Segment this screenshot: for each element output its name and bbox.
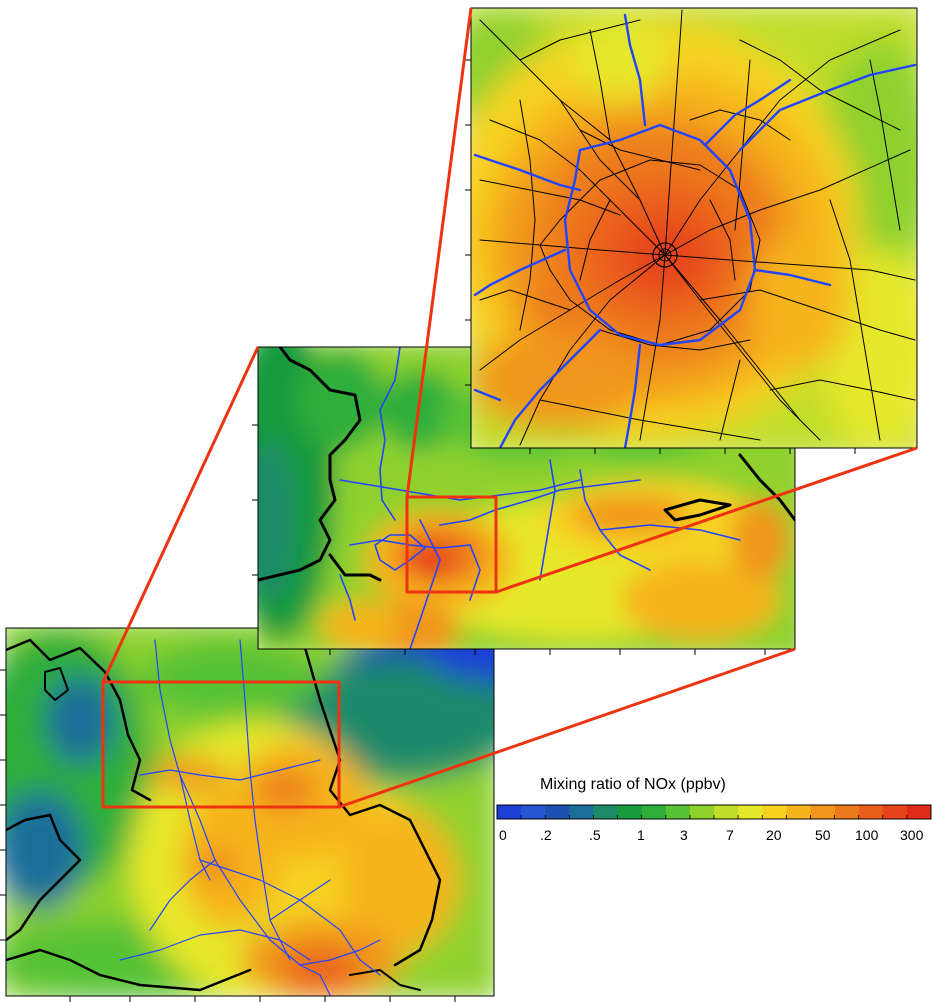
- large-map-ticks: [0, 669, 456, 1002]
- regional-map-ticks: [252, 424, 766, 655]
- urban-roads: [479, 9, 916, 446]
- legend-label: 0: [499, 827, 507, 843]
- legend-swatch: [617, 805, 643, 819]
- legend-swatch: [497, 805, 522, 819]
- legend-label: 1: [637, 827, 645, 843]
- legend-swatch: [834, 805, 860, 819]
- regional-to-urban-zoom-box: [405, 495, 498, 594]
- legend-swatch: [641, 805, 667, 819]
- legend-label: 300: [900, 827, 924, 843]
- legend-swatch: [762, 805, 787, 819]
- legend-swatch: [858, 805, 884, 819]
- legend-label: 20: [766, 827, 782, 843]
- legend-label: .5: [589, 827, 601, 843]
- legend-label: 100: [855, 827, 879, 843]
- legend-swatch: [569, 805, 594, 819]
- urban-map-ticks: [465, 59, 856, 454]
- urban-motorways: [473, 13, 917, 448]
- large-map-frame: [5, 627, 495, 997]
- urban-domain-map: [465, 7, 918, 454]
- legend-colorbar: [497, 805, 932, 819]
- legend-swatch: [738, 805, 763, 819]
- zoom-connector: [405, 7, 473, 498]
- legend-swatch: [521, 805, 546, 819]
- regional-domain-map: [252, 346, 796, 655]
- zoom-connector: [338, 647, 796, 809]
- legend-label: 7: [726, 827, 734, 843]
- legend-title: Mixing ratio of NOx (ppbv): [540, 776, 726, 793]
- large-motorways: [119, 639, 381, 996]
- legend-swatch: [882, 805, 908, 819]
- legend-swatch: [665, 805, 691, 819]
- legend-colorbar-frame: [496, 804, 932, 820]
- legend-label: 50: [815, 827, 831, 843]
- legend-swatch: [689, 805, 715, 819]
- legend-swatch: [714, 805, 739, 819]
- legend-swatch: [810, 805, 835, 819]
- legend-labels: 0 .2 .5 1 3 7 20 50 100 300: [499, 827, 924, 843]
- large-domain-map: [0, 627, 495, 1002]
- large-to-regional-zoom-box: [101, 680, 341, 809]
- legend-swatch: [545, 805, 570, 819]
- urban-map-frame: [470, 7, 918, 449]
- zoom-indicators: [101, 7, 918, 809]
- legend-swatch: [593, 805, 618, 819]
- legend-label: 3: [680, 827, 688, 843]
- legend-label: .2: [540, 827, 552, 843]
- legend-swatch: [906, 805, 932, 819]
- zoom-connector: [101, 346, 260, 683]
- legend-swatch: [786, 805, 811, 819]
- urban-nox-field: [471, 8, 917, 448]
- zoom-connector: [495, 446, 918, 594]
- nox-legend: Mixing ratio of NOx (ppbv) 0 .2 .5 1 3 7 20 50 1…: [496, 776, 932, 843]
- large-nox-field: [6, 628, 494, 996]
